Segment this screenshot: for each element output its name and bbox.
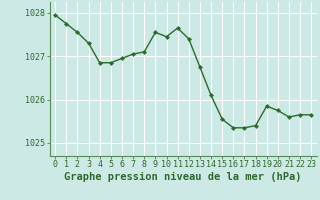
X-axis label: Graphe pression niveau de la mer (hPa): Graphe pression niveau de la mer (hPa) — [64, 172, 302, 182]
